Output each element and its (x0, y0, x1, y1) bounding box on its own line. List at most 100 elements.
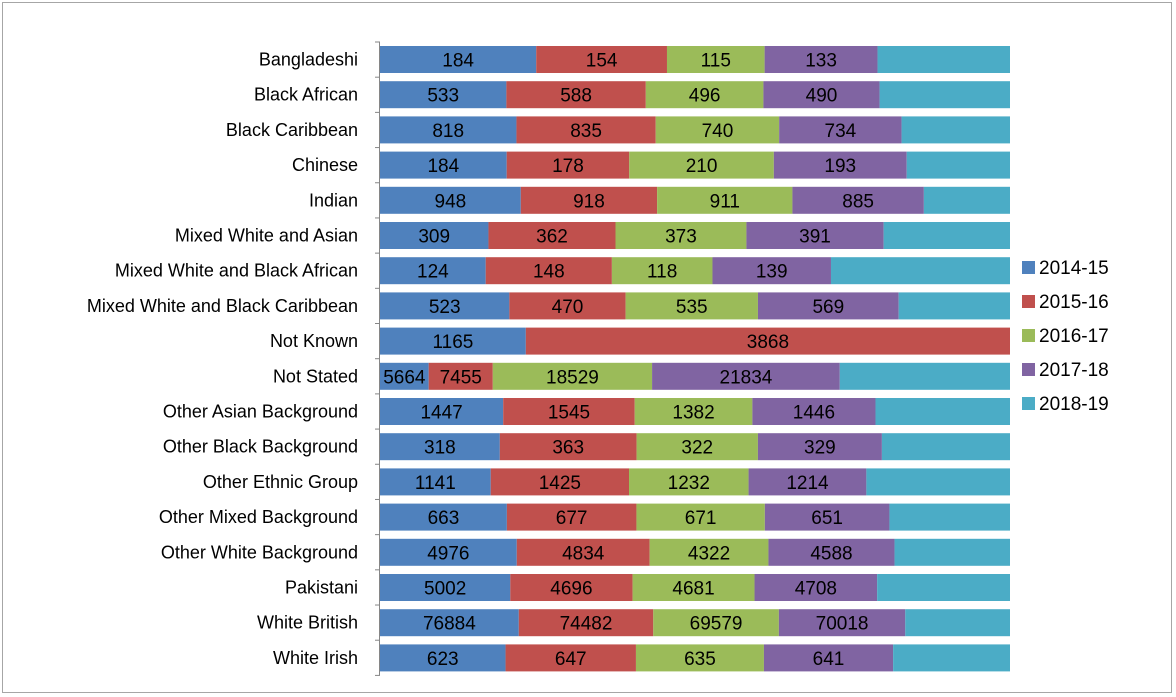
legend-label-2015-16: 2015-16 (1039, 292, 1109, 313)
data-label-2015-16-other-black-background: 363 (552, 438, 584, 459)
bar-2016-17-mixed-white-and-black-african (611, 257, 713, 285)
category-label-chinese: Chinese (292, 155, 358, 175)
data-label-2017-18-black-caribbean: 734 (825, 121, 857, 142)
data-label-2015-16-white-british: 74482 (560, 614, 613, 635)
bar-2015-16-chinese (506, 151, 630, 179)
bar-2018-19-bangladeshi (877, 46, 1010, 73)
bar-2015-16-other-mixed-background (506, 503, 637, 531)
bar-2014-15-mixed-white-and-asian (380, 222, 489, 249)
legend-swatch-2014-15 (1022, 261, 1035, 274)
bar-2015-16-other-black-background (499, 433, 637, 461)
bar-2014-15-other-mixed-background (380, 503, 507, 531)
category-label-other-white-background: Other White Background (161, 542, 358, 562)
category-label-white-irish: White Irish (273, 648, 358, 668)
data-label-2014-15-mixed-white-and-asian: 309 (418, 227, 450, 248)
data-label-2016-17-other-black-background: 322 (681, 438, 713, 459)
data-label-2015-16-indian: 918 (573, 191, 605, 212)
category-label-other-mixed-background: Other Mixed Background (159, 507, 358, 527)
bar-2015-16-black-caribbean (516, 116, 656, 144)
bar-2014-15-white-irish (380, 644, 506, 672)
category-label-pakistani: Pakistani (285, 578, 358, 598)
bar-2014-15-mixed-white-and-black-african (380, 257, 486, 285)
data-label-2017-18-other-mixed-background: 651 (811, 508, 843, 529)
bar-2018-19-other-white-background (894, 538, 1010, 566)
data-label-2015-16-other-mixed-background: 677 (556, 508, 588, 529)
data-label-2014-15-other-black-background: 318 (424, 438, 456, 459)
bar-2014-15-other-ethnic-group (380, 468, 491, 496)
data-label-2016-17-black-african: 496 (689, 86, 721, 107)
bar-2018-19-other-black-background (881, 433, 1010, 461)
data-label-2016-17-other-white-background: 4322 (688, 543, 730, 564)
data-label-2014-15-other-white-background: 4976 (427, 543, 469, 564)
category-label-black-caribbean: Black Caribbean (226, 120, 358, 140)
data-label-2015-16-black-african: 588 (560, 86, 592, 107)
data-label-2017-18-mixed-white-and-black-caribbean: 569 (812, 297, 844, 318)
data-label-2014-15-black-african: 533 (427, 86, 459, 107)
category-label-other-ethnic-group: Other Ethnic Group (203, 472, 358, 492)
data-label-2016-17-other-mixed-background: 671 (685, 508, 717, 529)
bar-2018-19-chinese (906, 151, 1010, 179)
bar-2018-19-pakistani (877, 574, 1010, 601)
data-label-2015-16-not-known: 3868 (747, 332, 789, 353)
data-label-2016-17-other-ethnic-group: 1232 (668, 473, 710, 494)
bar-2017-18-pakistani (754, 574, 878, 601)
bar-2017-18-mixed-white-and-black-african (712, 257, 831, 285)
bar-2014-15-not-known (380, 327, 526, 355)
category-label-not-stated: Not Stated (273, 366, 358, 386)
bar-2017-18-other-mixed-background (764, 503, 890, 531)
bar-2014-15-chinese (380, 151, 507, 179)
data-label-2017-18-other-asian-background: 1446 (793, 403, 835, 424)
bar-2017-18-other-white-background (768, 538, 895, 566)
bar-2018-19-white-irish (893, 644, 1010, 672)
data-label-2015-16-other-ethnic-group: 1425 (539, 473, 581, 494)
data-label-2016-17-not-stated: 18529 (546, 367, 599, 388)
data-label-2014-15-not-known: 1165 (432, 332, 473, 353)
data-label-2015-16-mixed-white-and-black-african: 148 (533, 262, 565, 283)
bar-2015-16-black-african (506, 81, 646, 109)
bar-2015-16-indian (520, 186, 658, 214)
data-label-2015-16-black-caribbean: 835 (570, 121, 602, 142)
legend-swatch-2018-19 (1022, 397, 1035, 410)
data-label-2017-18-indian: 885 (842, 191, 874, 212)
bar-2018-19-other-asian-background (875, 398, 1010, 425)
bar-2015-16-white-british (518, 609, 654, 637)
data-label-2016-17-chinese: 210 (686, 156, 718, 177)
data-label-2015-16-not-stated: 7455 (440, 367, 482, 388)
bar-2016-17-indian (657, 186, 793, 214)
data-label-2014-15-other-asian-background: 1447 (420, 403, 462, 424)
bar-2016-17-black-african (645, 81, 764, 109)
bar-2015-16-other-white-background (516, 538, 650, 566)
bar-2014-15-pakistani (380, 574, 511, 601)
bar-2017-18-other-black-background (757, 433, 882, 461)
bar-2017-18-black-african (763, 81, 880, 109)
bar-2016-17-pakistani (632, 574, 755, 601)
bar-2015-16-other-ethnic-group (490, 468, 630, 496)
category-label-white-british: White British (257, 613, 358, 633)
data-label-2016-17-pakistani: 4681 (672, 579, 714, 600)
data-label-2015-16-chinese: 178 (552, 156, 584, 177)
data-label-2017-18-white-irish: 641 (813, 649, 845, 670)
category-label-other-asian-background: Other Asian Background (163, 402, 358, 422)
data-label-2017-18-chinese: 193 (824, 156, 856, 177)
bar-2018-19-mixed-white-and-asian (883, 222, 1010, 249)
bar-2015-16-mixed-white-and-black-caribbean (509, 292, 626, 320)
bar-2014-15-black-caribbean (380, 116, 517, 144)
bar-2016-17-other-mixed-background (636, 503, 765, 531)
data-label-2017-18-other-ethnic-group: 1214 (786, 473, 829, 494)
data-label-2015-16-bangladeshi: 154 (586, 51, 618, 72)
legend-label-2018-19: 2018-19 (1039, 394, 1109, 415)
data-label-2017-18-black-african: 490 (806, 86, 838, 107)
data-label-2015-16-white-irish: 647 (555, 649, 587, 670)
bar-2014-15-indian (380, 186, 521, 214)
bar-2018-19-other-ethnic-group (866, 468, 1010, 496)
data-label-2017-18-pakistani: 4708 (795, 579, 837, 600)
category-label-mixed-white-and-black-caribbean: Mixed White and Black Caribbean (87, 296, 358, 316)
data-label-2014-15-white-british: 76884 (423, 614, 476, 635)
bar-2017-18-indian (792, 186, 924, 214)
bar-2016-17-other-white-background (649, 538, 769, 566)
bar-2017-18-other-ethnic-group (748, 468, 867, 496)
bar-2018-19-black-caribbean (901, 116, 1010, 144)
data-label-2016-17-other-asian-background: 1382 (672, 403, 714, 424)
data-label-2015-16-mixed-white-and-black-caribbean: 470 (552, 297, 584, 318)
bar-2014-15-other-black-background (380, 433, 500, 461)
